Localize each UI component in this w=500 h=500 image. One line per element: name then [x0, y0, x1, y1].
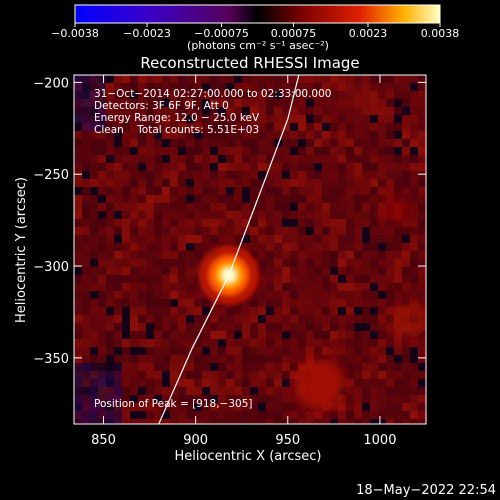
colorbar-ticks: −0.0038 −0.0023 −0.00075 0.00075 0.0023 0.003…	[51, 23, 459, 40]
x-axis-ticks: 850 900 950 1000	[91, 75, 396, 448]
x-tick-label: 950	[275, 433, 300, 448]
x-tick-label: 1000	[363, 433, 396, 448]
y-axis-ticks: −200 −250 −300 −350	[33, 76, 426, 367]
x-tick-label: 900	[183, 433, 208, 448]
colorbar-tick-label: −0.0023	[123, 27, 171, 40]
heatmap	[74, 75, 426, 424]
x-tick-label: 850	[91, 433, 116, 448]
colorbar-unit-label: (photons cm⁻² s⁻¹ asec⁻²)	[187, 39, 329, 52]
solar-limb-curve	[158, 75, 300, 424]
annotation-time-range: 31−Oct−2014 02:27:00.000 to 02:33:00.000	[94, 88, 331, 100]
y-tick-label: −250	[33, 168, 69, 183]
footer-timestamp: 18−May−2022 22:54	[356, 483, 496, 498]
y-tick-label: −350	[33, 352, 69, 367]
heatmap-cells	[74, 75, 426, 424]
annotation-detectors: Detectors: 3F 6F 9F, Att 0	[94, 100, 229, 112]
chart-title: Reconstructed RHESSI Image	[140, 54, 359, 72]
x-axis-label: Heliocentric X (arcsec)	[175, 449, 322, 464]
colorbar-tick-label: 0.00075	[271, 27, 317, 40]
y-tick-label: −200	[33, 76, 69, 91]
annotation-peak-position: Position of Peak = [918,−305]	[94, 398, 253, 410]
plot-frame	[73, 74, 427, 425]
y-axis-label: Heliocentric Y (arcsec)	[14, 177, 29, 323]
colorbar-tick-label: 0.0038	[421, 27, 460, 40]
colorbar-tick-label: −0.0038	[51, 27, 99, 40]
annotation-energy-range: Energy Range: 12.0 − 25.0 keV	[94, 112, 260, 124]
colorbar-tick-label: −0.00075	[194, 27, 249, 40]
y-tick-label: −300	[33, 260, 69, 275]
annotation-clean-counts: Clean Total counts: 5.51E+03	[94, 124, 259, 136]
colorbar-tick-label: 0.0023	[349, 27, 388, 40]
colorbar	[74, 4, 441, 24]
